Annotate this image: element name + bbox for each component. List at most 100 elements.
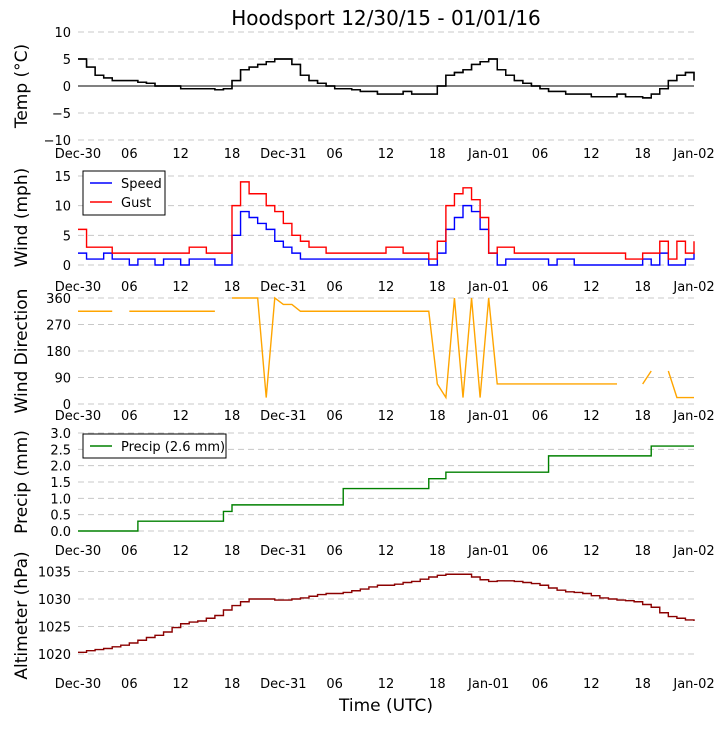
x-tick-label: Dec-30 — [55, 409, 101, 424]
y-tick-label: 1.0 — [50, 492, 71, 507]
x-tick-label: Dec-31 — [260, 409, 306, 424]
x-tick-label: 12 — [172, 677, 189, 692]
y-tick-label: 2.5 — [50, 443, 71, 458]
y-tick-label: 1030 — [38, 593, 71, 608]
x-tick-label: Jan-01 — [467, 409, 509, 424]
x-tick-label: 06 — [121, 544, 138, 559]
x-tick-label: 12 — [172, 409, 189, 424]
x-tick-label: 18 — [634, 677, 651, 692]
y-tick-label: 360 — [46, 292, 71, 307]
x-tick-label: 12 — [583, 544, 600, 559]
x-tick-label: Dec-31 — [260, 147, 306, 162]
gust-line — [78, 181, 695, 260]
x-tick-label: Jan-02 — [672, 677, 714, 692]
y-tick-label: −5 — [52, 107, 71, 122]
x-tick-label: 06 — [121, 280, 138, 295]
temp-panel: 10 5 0 −5 −10 Temp (°C) Dec-30 06 12 18 Dec-31 06 12… — [12, 26, 715, 162]
x-tick-label: 12 — [378, 409, 395, 424]
y-tick-label: 1.5 — [50, 476, 71, 491]
x-tick-label: 06 — [532, 544, 549, 559]
x-tick-label: 12 — [172, 544, 189, 559]
y-tick-label: 90 — [54, 372, 71, 387]
x-tick-label: 06 — [532, 280, 549, 295]
x-tick-label: 06 — [121, 677, 138, 692]
x-tick-label: Dec-30 — [55, 677, 101, 692]
x-tick-label: 18 — [429, 544, 446, 559]
x-tick-label: 12 — [583, 147, 600, 162]
y-tick-label: 180 — [46, 345, 71, 360]
legend-label: Precip (2.6 mm) — [121, 440, 225, 455]
x-tick-label: Jan-01 — [467, 677, 509, 692]
x-tick-label: Dec-30 — [55, 280, 101, 295]
legend: Precip (2.6 mm) — [82, 433, 227, 459]
x-tick-label: Dec-31 — [260, 544, 306, 559]
altimeter-line — [78, 573, 695, 654]
x-tick-label: 18 — [634, 544, 651, 559]
x-tick-label: 12 — [378, 677, 395, 692]
x-tick-label: 12 — [378, 147, 395, 162]
y-tick-label: 15 — [54, 170, 71, 185]
x-tick-label: Jan-02 — [672, 544, 714, 559]
x-tick-label: 06 — [532, 409, 549, 424]
x-tick-label: 18 — [224, 544, 241, 559]
x-tick-label: Jan-01 — [467, 280, 509, 295]
x-tick-label: 06 — [326, 544, 343, 559]
y-tick-label: 0.0 — [50, 525, 71, 540]
x-tick-label: 12 — [172, 280, 189, 295]
temp-line — [78, 58, 695, 99]
y-tick-label: 0.5 — [50, 509, 71, 524]
x-tick-label: 18 — [429, 677, 446, 692]
x-tick-label: 12 — [583, 409, 600, 424]
speed-line — [78, 204, 695, 266]
x-tick-label: 18 — [224, 280, 241, 295]
y-tick-label: 0 — [63, 259, 71, 274]
y-tick-label: 3.0 — [50, 427, 71, 442]
y-tick-label: 1020 — [38, 648, 71, 663]
y-axis-label: Altimeter (hPa) — [12, 551, 32, 679]
y-tick-label: 0 — [63, 80, 71, 95]
chart-title: Hoodsport 12/30/15 - 01/01/16 — [231, 6, 541, 30]
y-tick-label: 270 — [46, 319, 71, 334]
x-tick-label: 18 — [634, 280, 651, 295]
y-tick-label: 10 — [54, 200, 71, 215]
x-tick-label: 12 — [378, 280, 395, 295]
x-tick-label: 12 — [378, 544, 395, 559]
y-axis-label: Wind (mph) — [12, 168, 32, 268]
direction-panel: 360 270 180 90 0 Wind Direction Dec-30 06 12 18 De… — [12, 289, 715, 424]
x-tick-label: 06 — [121, 409, 138, 424]
wind-panel: 15 10 5 0 Wind (mph) Dec-30 06 12 18 Dec-31 06 12 18… — [12, 168, 715, 295]
altimeter-panel: 1035 1030 1025 1020 Altimeter (hPa) Dec-30 06 1… — [12, 551, 715, 692]
legend: Speed Gust — [82, 170, 166, 216]
x-tick-label: 12 — [583, 677, 600, 692]
x-tick-label: Dec-30 — [55, 147, 101, 162]
x-tick-label: 06 — [326, 409, 343, 424]
x-tick-label: Jan-02 — [672, 147, 714, 162]
x-tick-label: 06 — [532, 677, 549, 692]
direction-line — [78, 296, 694, 400]
x-tick-label: 18 — [634, 147, 651, 162]
x-tick-label: 12 — [172, 147, 189, 162]
x-tick-label: Dec-31 — [260, 677, 306, 692]
x-tick-label: 18 — [634, 409, 651, 424]
x-tick-label: 06 — [326, 677, 343, 692]
y-tick-label: 5 — [63, 229, 71, 244]
y-axis-label: Precip (mm) — [12, 430, 32, 534]
x-tick-label: 06 — [326, 280, 343, 295]
x-tick-label: 12 — [583, 280, 600, 295]
x-tick-label: 18 — [224, 147, 241, 162]
x-axis-label: Time (UTC) — [338, 696, 433, 716]
y-tick-label: 10 — [54, 26, 71, 41]
y-tick-label: 1025 — [38, 621, 71, 636]
y-tick-label: 0 — [63, 398, 71, 413]
legend-label: Speed — [121, 177, 162, 192]
x-tick-label: Jan-01 — [467, 544, 509, 559]
y-axis-label: Wind Direction — [12, 289, 32, 414]
x-tick-label: Dec-30 — [55, 544, 101, 559]
x-tick-label: Dec-31 — [260, 280, 306, 295]
y-tick-label: 1035 — [38, 566, 71, 581]
x-tick-label: 06 — [121, 147, 138, 162]
x-tick-label: 06 — [532, 147, 549, 162]
y-tick-label: 2.0 — [50, 460, 71, 475]
x-tick-label: 06 — [326, 147, 343, 162]
